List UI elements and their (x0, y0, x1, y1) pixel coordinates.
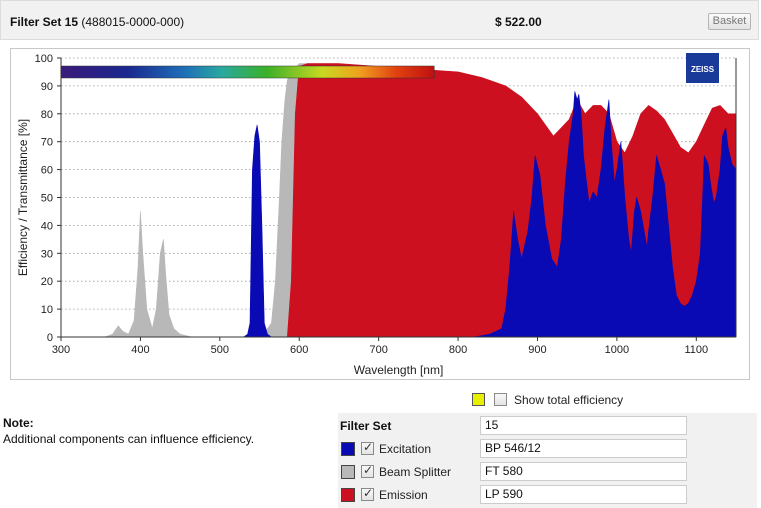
beam-splitter-field[interactable]: FT 580 (480, 462, 687, 481)
y-tick-label: 100 (35, 53, 53, 65)
x-tick-label: 800 (449, 344, 467, 356)
filter-set-name: Filter Set 15 (10, 15, 79, 29)
filter-set-label: Filter Set (340, 419, 392, 433)
excitation-label: Excitation (379, 442, 432, 456)
y-tick-label: 40 (41, 220, 53, 232)
excitation-color-swatch (341, 442, 355, 456)
x-tick-label: 300 (52, 344, 70, 356)
price: $ 522.00 (495, 15, 542, 29)
chart-frame: 0 10 20 30 40 50 60 70 80 90 100 300 400 500 600 700 800… (10, 48, 750, 380)
part-number: (488015-0000-000) (81, 15, 185, 29)
spectrum-color-bar (60, 65, 435, 79)
zeiss-logo: ZEISS (686, 53, 719, 83)
excitation-checkbox[interactable] (361, 440, 374, 455)
emission-checkbox[interactable] (361, 486, 374, 501)
emission-color-swatch (341, 488, 355, 502)
y-tick-label: 60 (41, 165, 53, 177)
beam-splitter-checkbox[interactable] (361, 463, 374, 478)
x-tick-label: 700 (369, 344, 387, 356)
beam-splitter-color-swatch (341, 465, 355, 479)
emission-label: Emission (379, 488, 428, 502)
total-efficiency-swatch (472, 393, 485, 406)
show-total-efficiency-checkbox[interactable] (494, 393, 507, 406)
logo-text: ZEISS (691, 65, 715, 74)
spectrum-chart: 0 10 20 30 40 50 60 70 80 90 100 300 400 500 600 700 800… (16, 53, 737, 377)
y-tick-label: 10 (41, 304, 53, 316)
header-bar: Filter Set 15 (488015-0000-000) $ 522.00… (0, 0, 759, 40)
x-tick-label: 600 (290, 344, 308, 356)
y-axis-label: Efficiency / Transmittance [%] (16, 119, 30, 276)
x-tick-label: 500 (211, 344, 229, 356)
y-tick-label: 90 (41, 81, 53, 93)
x-axis-label: Wavelength [nm] (354, 363, 444, 377)
y-tick-label: 20 (41, 276, 53, 288)
y-tick-label: 30 (41, 248, 53, 260)
show-total-efficiency-label: Show total efficiency (514, 393, 624, 407)
filter-set-title: Filter Set 15 (488015-0000-000) (10, 15, 184, 29)
x-tick-label: 400 (131, 344, 149, 356)
note-text: Additional components can influence effi… (3, 432, 255, 446)
y-tick-label: 70 (41, 137, 53, 149)
note-title: Note: (3, 416, 34, 430)
y-tick-label: 0 (47, 332, 53, 344)
y-tick-label: 80 (41, 109, 53, 121)
y-tick-label: 50 (41, 193, 53, 205)
basket-button[interactable]: Basket (708, 13, 751, 30)
beam-splitter-label: Beam Splitter (379, 465, 452, 479)
x-tick-label: 1000 (605, 344, 629, 356)
x-tick-label: 900 (528, 344, 546, 356)
excitation-area (60, 91, 737, 338)
excitation-field[interactable]: BP 546/12 (480, 439, 687, 458)
x-tick-label: 1100 (684, 344, 708, 356)
emission-field[interactable]: LP 590 (480, 485, 687, 504)
filter-set-field[interactable]: 15 (480, 416, 687, 435)
